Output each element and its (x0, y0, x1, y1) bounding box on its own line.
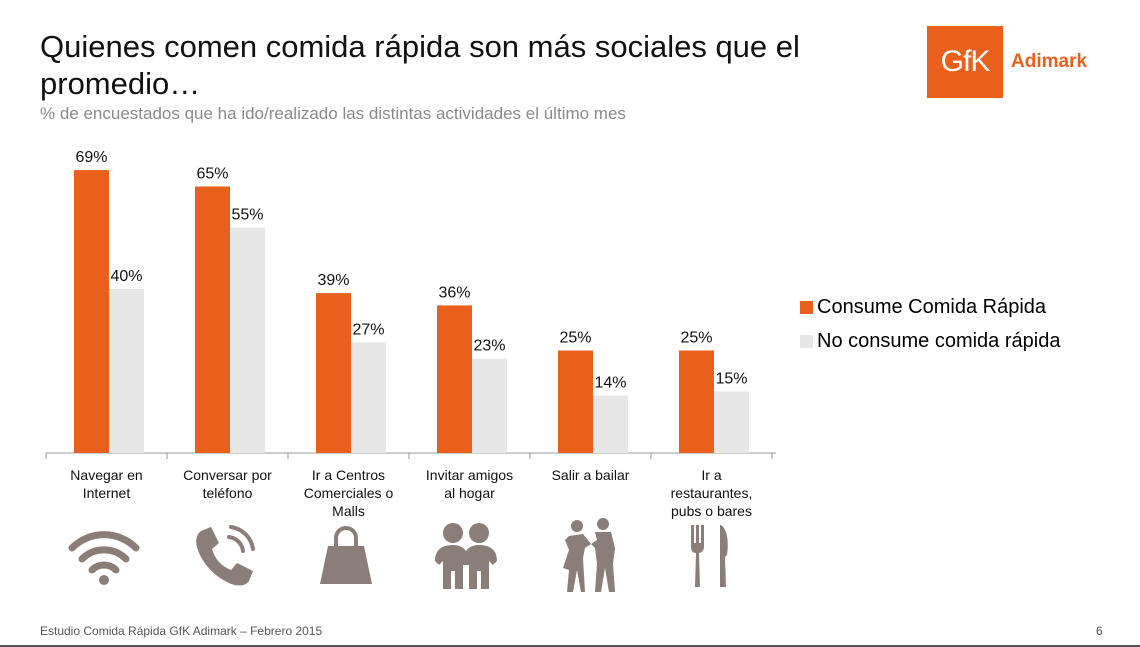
legend-item-no-consume: No consume comida rápida (800, 324, 1060, 358)
footer-source: Estudio Comida Rápida GfK Adimark – Febr… (40, 624, 323, 638)
bottom-divider (0, 645, 1140, 647)
bar-no-consume (714, 391, 749, 453)
chart-title: Quienes comen comida rápida son más soci… (40, 29, 800, 101)
bar-no-consume (472, 358, 507, 453)
bar-consume (437, 305, 472, 453)
data-label: 55% (231, 207, 263, 224)
category-label: Invitar amigos al hogar (426, 467, 513, 501)
legend-label-consume: Consume Comida Rápida (817, 295, 1047, 318)
data-label: 39% (317, 272, 349, 289)
data-label: 40% (110, 268, 142, 285)
bar-consume (74, 170, 109, 453)
bar-no-consume (230, 227, 265, 453)
category-label: Conversar por teléfono (183, 467, 272, 501)
data-label: 36% (438, 284, 470, 301)
bar-no-consume (593, 395, 628, 453)
shopping-bag-icon (306, 518, 386, 594)
category-label: Navegar en Internet (70, 467, 142, 501)
legend-swatch-no-consume (800, 334, 813, 348)
page-number: 6 (1096, 624, 1103, 638)
gfk-adimark-logo: GfK Adimark (927, 26, 1087, 98)
bar-consume (316, 293, 351, 453)
data-label: 15% (715, 371, 747, 388)
data-label: 25% (559, 330, 591, 347)
chart-legend: Consume Comida Rápida No consume comida … (800, 290, 1060, 358)
dancing-couple-icon (550, 518, 630, 594)
data-label: 27% (352, 321, 384, 338)
legend-item-consume: Consume Comida Rápida (800, 290, 1060, 324)
bar-consume (195, 186, 230, 453)
data-label: 14% (594, 375, 626, 392)
adimark-logo-text: Adimark (1011, 51, 1088, 72)
category-label: Ir a Centros Comerciales o Malls (304, 467, 394, 519)
legend-label-no-consume: No consume comida rápida (817, 329, 1061, 352)
legend-swatch-consume (800, 300, 813, 314)
bar-no-consume (109, 289, 144, 453)
fork-knife-icon (672, 518, 752, 594)
bar-no-consume (351, 342, 386, 453)
friends-icon (426, 518, 506, 594)
gfk-logo-mark: GfK (927, 26, 1003, 98)
wifi-icon (64, 518, 144, 594)
bar-consume (558, 350, 593, 453)
data-label: 25% (680, 330, 712, 347)
phone-icon (186, 518, 266, 594)
data-label: 23% (473, 338, 505, 355)
category-label: Salir a bailar (552, 467, 630, 483)
data-label: 69% (75, 149, 107, 166)
bar-chart: 69% 40% Navegar en Internet 65% 55% Conversar … (45, 149, 776, 519)
data-label: 65% (196, 166, 228, 183)
category-label: Ir a restaurantes, pubs o bares (671, 467, 753, 519)
chart-subtitle: % de encuestados que ha ido/realizado la… (40, 104, 626, 123)
bar-consume (679, 350, 714, 453)
